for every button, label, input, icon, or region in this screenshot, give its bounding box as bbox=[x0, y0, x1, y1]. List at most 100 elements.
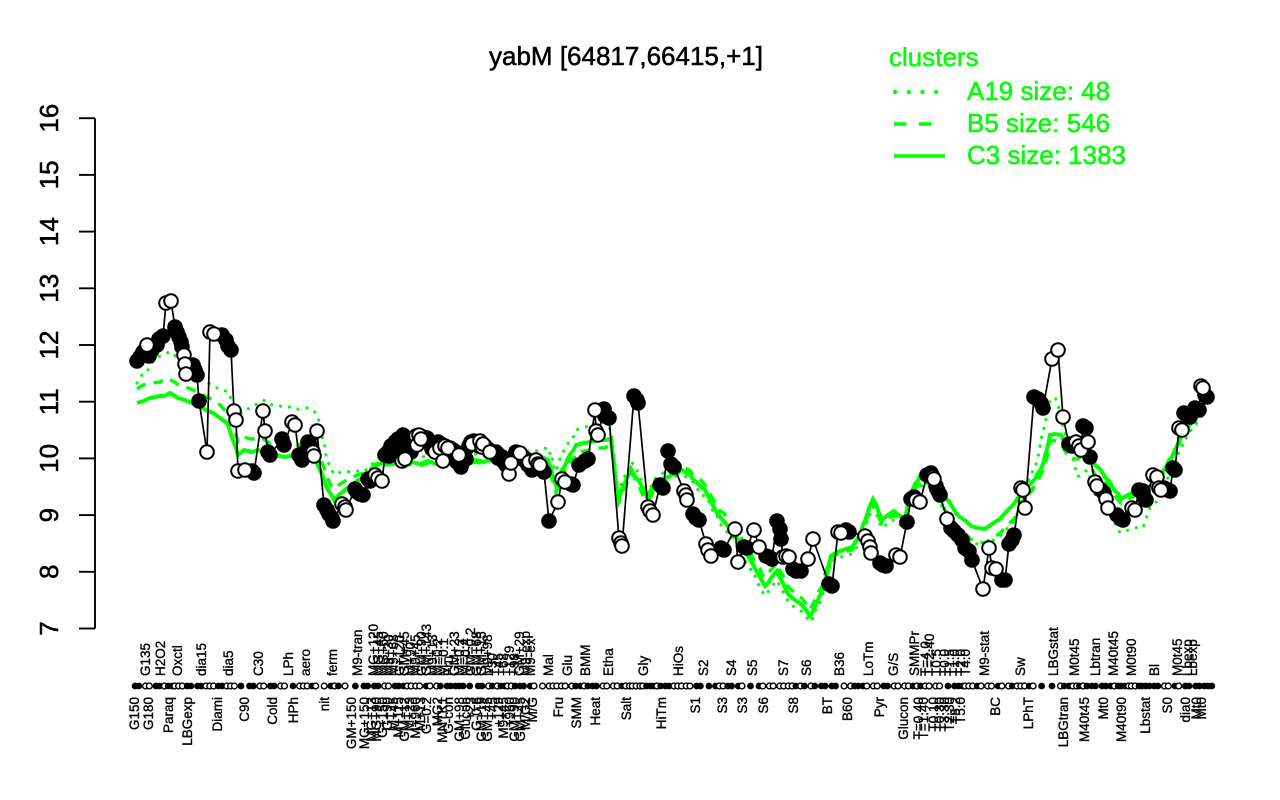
svg-text:S8: S8 bbox=[786, 697, 801, 714]
svg-text:Glucon: Glucon bbox=[458, 697, 473, 740]
svg-text:T0.0: T0.0 bbox=[937, 649, 952, 676]
svg-text:+129: +129 bbox=[491, 697, 506, 727]
svg-text:Mt0: Mt0 bbox=[1194, 697, 1209, 720]
svg-text:M9+45: M9+45 bbox=[496, 697, 511, 739]
svg-text:LBGstat: LBGstat bbox=[1046, 627, 1061, 676]
svg-text:A19 size: 48: A19 size: 48 bbox=[967, 76, 1110, 106]
svg-text:M9+68: M9+68 bbox=[386, 634, 401, 676]
svg-text:Gly: Gly bbox=[636, 656, 651, 677]
svg-text:MNTK1: MNTK1 bbox=[435, 697, 450, 743]
svg-text:Glucon: Glucon bbox=[896, 697, 911, 740]
svg-text:Pyr: Pyr bbox=[872, 696, 887, 717]
svg-text:M+45: M+45 bbox=[386, 697, 401, 731]
svg-text:yabM [64817,66415,+1]: yabM [64817,66415,+1] bbox=[489, 41, 763, 71]
svg-text:aero: aero bbox=[298, 649, 313, 676]
svg-text:GM+98: GM+98 bbox=[452, 697, 467, 742]
svg-text:M=0.2: M=0.2 bbox=[430, 638, 445, 676]
svg-text:T1.5: T1.5 bbox=[942, 649, 957, 676]
svg-text:C30: C30 bbox=[251, 651, 266, 676]
svg-text:S6: S6 bbox=[799, 659, 814, 676]
svg-text:M+90: M+90 bbox=[403, 642, 418, 676]
svg-text:M+960: M+960 bbox=[408, 697, 423, 739]
svg-text:HiOs: HiOs bbox=[671, 646, 686, 676]
svg-text:M40t90: M40t90 bbox=[1114, 697, 1129, 742]
svg-text:M0t45: M0t45 bbox=[1170, 638, 1185, 676]
svg-text:G-0.6: G-0.6 bbox=[469, 697, 484, 731]
svg-text:Mt0: Mt0 bbox=[1096, 697, 1111, 720]
svg-text:LBGexp: LBGexp bbox=[180, 697, 195, 746]
svg-text:+98: +98 bbox=[507, 653, 522, 676]
svg-text:T=1.40: T=1.40 bbox=[916, 697, 931, 739]
svg-text:T2.30: T2.30 bbox=[942, 697, 957, 732]
svg-text:T=2.40: T=2.40 bbox=[922, 634, 937, 676]
svg-text:S2: S2 bbox=[696, 659, 711, 676]
svg-text:G+90: G+90 bbox=[380, 697, 395, 730]
svg-text:S6: S6 bbox=[756, 697, 771, 714]
svg-text:MG2: MG2 bbox=[430, 697, 445, 726]
svg-text:Diami: Diami bbox=[210, 697, 225, 732]
svg-text:Paraq: Paraq bbox=[161, 697, 176, 733]
svg-text:M/G2: M/G2 bbox=[518, 697, 533, 730]
svg-text:11: 11 bbox=[34, 388, 64, 415]
svg-text:Oxctl: Oxctl bbox=[170, 645, 185, 676]
svg-text:G=0.2: G=0.2 bbox=[419, 697, 434, 734]
svg-text:14: 14 bbox=[34, 217, 64, 246]
svg-text:G135: G135 bbox=[138, 643, 153, 676]
svg-text:SMMPr: SMMPr bbox=[907, 631, 922, 677]
svg-text:Lbtran: Lbtran bbox=[1088, 638, 1103, 676]
svg-text:M9-tran: M9-tran bbox=[350, 629, 365, 676]
svg-text:B36: B36 bbox=[832, 652, 847, 676]
svg-text:Cold: Cold bbox=[265, 697, 280, 725]
svg-text:GM+90: GM+90 bbox=[414, 631, 429, 676]
svg-text:M=0.4: M=0.4 bbox=[458, 638, 473, 676]
svg-text:G180: G180 bbox=[141, 697, 156, 730]
svg-text:clusters: clusters bbox=[889, 42, 979, 72]
svg-text:8: 8 bbox=[34, 565, 64, 579]
svg-text:G150: G150 bbox=[127, 697, 142, 730]
svg-text:B5 size: 546: B5 size: 546 bbox=[967, 108, 1110, 138]
svg-text:M9-exp: M9-exp bbox=[518, 631, 533, 676]
svg-text:M9+98: M9+98 bbox=[480, 634, 495, 676]
svg-text:16: 16 bbox=[34, 104, 64, 133]
svg-text:15: 15 bbox=[34, 160, 64, 189]
svg-text:M9-stat: M9-stat bbox=[977, 631, 992, 676]
svg-text:dia15: dia15 bbox=[194, 643, 209, 676]
svg-text:SMM: SMM bbox=[569, 697, 584, 729]
svg-text:+129: +129 bbox=[502, 646, 517, 676]
svg-text:ferm: ferm bbox=[325, 649, 340, 676]
svg-text:T5.0: T5.0 bbox=[953, 697, 968, 724]
svg-text:M9-ex: M9-ex bbox=[523, 638, 538, 676]
svg-text:M9+30: M9+30 bbox=[381, 634, 396, 676]
svg-text:Bl: Bl bbox=[1147, 664, 1162, 676]
svg-text:T=0.40: T=0.40 bbox=[911, 697, 926, 739]
svg-text:Fru: Fru bbox=[551, 697, 566, 717]
svg-text:T0.10: T0.10 bbox=[926, 697, 941, 732]
svg-text:Heat: Heat bbox=[588, 697, 603, 726]
svg-text:GM=0.2: GM=0.2 bbox=[463, 628, 478, 676]
svg-text:HiTm: HiTm bbox=[654, 697, 669, 729]
svg-text:M0t45: M0t45 bbox=[1067, 638, 1082, 676]
svg-text:T3.30: T3.30 bbox=[937, 697, 952, 732]
svg-text:BT: BT bbox=[820, 697, 835, 714]
svg-text:T1.0: T1.0 bbox=[947, 649, 962, 676]
svg-text:M40t45: M40t45 bbox=[1077, 697, 1092, 742]
svg-text:+45: +45 bbox=[485, 697, 500, 720]
svg-text:S5: S5 bbox=[745, 659, 760, 676]
svg-text:dia0: dia0 bbox=[1178, 697, 1193, 723]
svg-text:S0: S0 bbox=[1160, 697, 1175, 714]
svg-text:Glu: Glu bbox=[560, 655, 575, 676]
svg-text:13: 13 bbox=[34, 274, 64, 303]
svg-text:LoTm: LoTm bbox=[861, 641, 876, 676]
svg-text:10: 10 bbox=[34, 444, 64, 473]
svg-text:+960: +960 bbox=[502, 697, 517, 727]
svg-text:M+23: M+23 bbox=[402, 697, 417, 731]
svg-text:LPhT: LPhT bbox=[1021, 697, 1036, 729]
svg-text:M9+13: M9+13 bbox=[425, 634, 440, 676]
svg-text:Lbexp: Lbexp bbox=[1180, 639, 1195, 676]
svg-text:Sw: Sw bbox=[1013, 657, 1028, 676]
svg-text:G/S: G/S bbox=[886, 653, 901, 676]
svg-text:T4.0: T4.0 bbox=[958, 649, 973, 676]
svg-text:S3: S3 bbox=[735, 697, 750, 714]
svg-text:GM+45: GM+45 bbox=[397, 631, 412, 676]
svg-text:S7: S7 bbox=[776, 659, 791, 676]
